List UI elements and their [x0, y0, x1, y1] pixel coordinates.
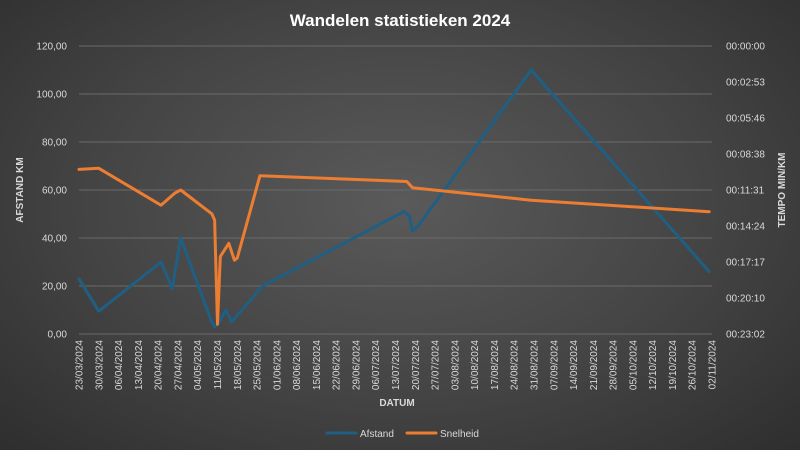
x-tick-label: 17/08/2024: [490, 340, 501, 390]
x-axis-ticks: 23/03/2024 30/03/2024 06/04/2024 13/04/2024…: [75, 340, 719, 390]
y2-tick-label: 00:14:24: [726, 222, 765, 233]
y-axis-label: AFSTAND KM: [15, 157, 26, 222]
x-tick-label: 03/08/2024: [450, 340, 461, 390]
x-tick-label: 14/09/2024: [569, 340, 580, 390]
y-tick-label: 120,00: [36, 42, 67, 53]
x-tick-label: 18/05/2024: [233, 340, 244, 390]
y-tick-label: 100,00: [36, 90, 67, 101]
y2-tick-label: 00:08:38: [726, 150, 765, 161]
x-tick-label: 22/06/2024: [332, 340, 343, 390]
y-axis-left-ticks: 0,00 20,00 40,00 60,00 80,00 100,00 120,00: [36, 42, 67, 341]
y2-tick-label: 00:05:46: [726, 114, 765, 125]
y-tick-label: 60,00: [42, 186, 67, 197]
x-tick-label: 31/08/2024: [529, 340, 540, 390]
x-tick-label: 20/07/2024: [411, 340, 422, 390]
y-tick-label: 80,00: [42, 138, 67, 149]
x-tick-label: 26/10/2024: [688, 340, 699, 390]
x-tick-label: 28/09/2024: [609, 340, 620, 390]
gridlines: [79, 45, 712, 335]
x-tick-label: 04/05/2024: [193, 340, 204, 390]
y-tick-label: 0,00: [48, 330, 68, 341]
x-tick-label: 10/08/2024: [470, 340, 481, 390]
x-tick-label: 06/07/2024: [371, 340, 382, 390]
x-tick-label: 20/04/2024: [154, 340, 165, 390]
x-tick-label: 12/10/2024: [648, 340, 659, 390]
x-tick-label: 13/04/2024: [134, 340, 145, 390]
x-tick-label: 21/09/2024: [589, 340, 600, 390]
x-tick-label: 30/03/2024: [94, 340, 105, 390]
x-tick-label: 01/06/2024: [272, 340, 283, 390]
y2-tick-label: 00:00:00: [726, 42, 765, 53]
series-line-snelheid: [77, 166, 711, 326]
series-lines: [77, 68, 711, 329]
x-tick-label: 27/07/2024: [431, 340, 442, 390]
series-line-afstand: [77, 68, 711, 329]
x-tick-label: 06/04/2024: [114, 340, 125, 390]
y2-axis-label: TEMPO MIN/KM: [777, 153, 788, 228]
y-axis-right-ticks: 00:00:00 00:02:53 00:05:46 00:08:38 00:11:31…: [726, 42, 765, 341]
y2-tick-label: 00:23:02: [726, 330, 765, 341]
x-tick-label: 23/03/2024: [75, 340, 86, 390]
x-axis-label: DATUM: [379, 398, 414, 409]
y2-tick-label: 00:11:31: [726, 186, 765, 197]
x-tick-label: 08/06/2024: [292, 340, 303, 390]
x-tick-label: 19/10/2024: [668, 340, 679, 390]
y-tick-label: 40,00: [42, 234, 67, 245]
x-tick-label: 02/11/2024: [708, 340, 719, 390]
y2-tick-label: 00:02:53: [726, 78, 765, 89]
x-tick-label: 24/08/2024: [510, 340, 521, 390]
chart-title: Wandelen statistieken 2024: [290, 11, 511, 30]
y2-tick-label: 00:17:17: [726, 258, 765, 269]
y-tick-label: 20,00: [42, 282, 67, 293]
legend-label-snelheid: Snelheid: [440, 429, 479, 440]
x-tick-label: 25/05/2024: [253, 340, 264, 390]
x-tick-label: 29/06/2024: [351, 340, 362, 390]
y2-tick-label: 00:20:10: [726, 294, 765, 305]
x-tick-label: 27/04/2024: [173, 340, 184, 390]
legend-label-afstand: Afstand: [360, 429, 394, 440]
x-tick-label: 07/09/2024: [549, 340, 560, 390]
x-tick-label: 11/05/2024: [213, 340, 224, 390]
x-tick-label: 13/07/2024: [391, 340, 402, 390]
x-tick-label: 15/06/2024: [312, 340, 323, 390]
x-tick-label: 05/10/2024: [628, 340, 639, 390]
legend: Afstand Snelheid: [325, 429, 479, 440]
